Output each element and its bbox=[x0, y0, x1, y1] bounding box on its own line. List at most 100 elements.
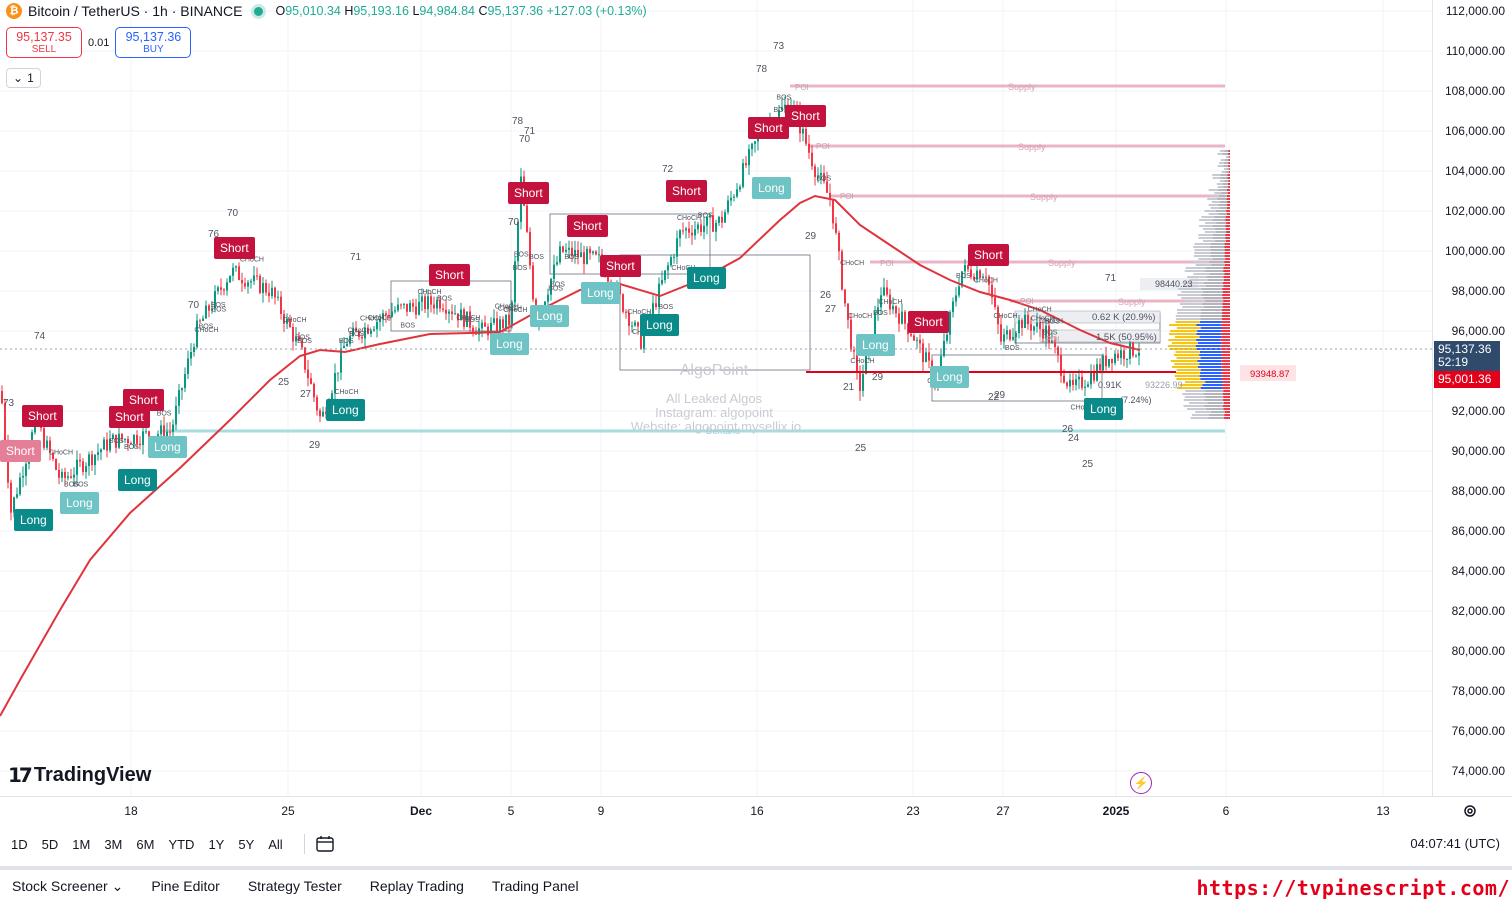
candle-body bbox=[46, 440, 48, 448]
time-tick: 6 bbox=[1222, 804, 1230, 818]
vp-bar bbox=[1221, 318, 1230, 320]
swing-number: 78 bbox=[756, 64, 768, 75]
candle-body bbox=[580, 252, 582, 258]
calendar-icon[interactable] bbox=[315, 835, 335, 853]
candle-body bbox=[1036, 322, 1038, 327]
stock-screener-button[interactable]: Stock Screener ⌄ bbox=[12, 877, 124, 894]
vp-bar bbox=[1225, 171, 1229, 173]
site-link[interactable]: https://tvpinescript.com/ bbox=[1196, 876, 1510, 900]
candle-body bbox=[424, 296, 426, 310]
vp-bar bbox=[1184, 270, 1206, 272]
candle-body bbox=[247, 282, 249, 287]
vp-bar bbox=[1171, 342, 1199, 344]
vp-bar bbox=[1224, 249, 1230, 251]
candle-body bbox=[622, 294, 624, 312]
candle-body bbox=[1075, 379, 1077, 385]
structure-label: BOS bbox=[199, 323, 214, 330]
vp-bar bbox=[1221, 171, 1226, 173]
candle-body bbox=[778, 110, 780, 121]
vp-bar bbox=[1177, 294, 1202, 296]
candle-body bbox=[529, 231, 531, 266]
range-button-1m[interactable]: 1M bbox=[72, 836, 91, 852]
bitcoin-icon: ₿ bbox=[6, 3, 22, 19]
vp-bar bbox=[1223, 381, 1230, 383]
swing-number: 71 bbox=[350, 252, 362, 263]
candle-body bbox=[982, 276, 984, 279]
structure-label: BOS bbox=[339, 338, 354, 345]
candle-body bbox=[919, 339, 921, 344]
candle-body bbox=[514, 261, 516, 303]
candle-body bbox=[820, 173, 822, 176]
settings-gear-icon[interactable] bbox=[1462, 803, 1478, 819]
indicators-toggle-button[interactable]: ⌄ 1 bbox=[6, 68, 41, 88]
vp-bar bbox=[1208, 189, 1219, 191]
supply-label: Supply bbox=[1018, 142, 1046, 152]
symbol-legend[interactable]: ₿ Bitcoin / TetherUS · 1h · BINANCE O95,… bbox=[6, 3, 647, 19]
price-axis[interactable]: 112,000.00 110,000.00 108,000.00 106,000.00… bbox=[1432, 0, 1512, 796]
lightning-icon[interactable]: ⚡ bbox=[1130, 772, 1152, 794]
sell-button[interactable]: 95,137.35 SELL bbox=[6, 27, 82, 58]
pine-editor-button[interactable]: Pine Editor bbox=[151, 878, 220, 894]
candle-body bbox=[226, 282, 228, 291]
range-button-all[interactable]: All bbox=[268, 836, 283, 852]
time-axis[interactable]: 18 25 Dec 5 9 16 23 27 2025 6 13 bbox=[0, 796, 1512, 825]
vp-bar bbox=[1203, 282, 1223, 284]
long-signal-label: Long bbox=[148, 436, 187, 458]
price-tick: 96,000.00 bbox=[1451, 324, 1505, 338]
candle-body bbox=[202, 318, 204, 321]
candle-body bbox=[727, 200, 729, 213]
candle-body bbox=[121, 433, 123, 440]
vp-bar bbox=[1215, 210, 1227, 212]
vp-bar bbox=[1198, 366, 1222, 368]
candle-body bbox=[1120, 350, 1122, 358]
candle-body bbox=[283, 313, 285, 324]
vp-bar bbox=[1209, 414, 1225, 416]
vp-bar bbox=[1222, 309, 1230, 311]
range-button-ytd[interactable]: YTD bbox=[168, 836, 195, 852]
chart-canvas[interactable]: Supply Supply Supply Supply Supply Demand POI P… bbox=[0, 0, 1432, 796]
poi-label: POI bbox=[1046, 335, 1060, 344]
tradingview-logo[interactable]: 𝟭𝟳 TradingView bbox=[8, 764, 152, 787]
candle-body bbox=[106, 439, 108, 451]
vp-bar bbox=[1225, 240, 1230, 242]
candle-body bbox=[4, 403, 6, 444]
vp-bar bbox=[1224, 180, 1229, 182]
candle-body bbox=[391, 311, 393, 317]
trading-panel-button[interactable]: Trading Panel bbox=[491, 878, 579, 894]
vp-bar bbox=[1187, 276, 1207, 278]
swing-number: 72 bbox=[662, 164, 674, 175]
utc-clock[interactable]: 04:07:41 (UTC) bbox=[1410, 836, 1500, 851]
vp-bar bbox=[1170, 330, 1198, 332]
range-button-5y[interactable]: 5Y bbox=[238, 836, 255, 852]
structure-label: CHoCH bbox=[627, 309, 651, 316]
vp-bar bbox=[1201, 294, 1223, 296]
range-button-3m[interactable]: 3M bbox=[104, 836, 123, 852]
buy-button[interactable]: 95,137.36 BUY bbox=[115, 27, 192, 58]
symbol-title[interactable]: Bitcoin / TetherUS · 1h · BINANCE bbox=[28, 3, 243, 19]
vp-bar bbox=[1226, 231, 1230, 233]
range-button-1d[interactable]: 1D bbox=[11, 836, 28, 852]
candle-body bbox=[643, 331, 645, 349]
vp-bar bbox=[1223, 405, 1230, 407]
range-button-6m[interactable]: 6M bbox=[136, 836, 155, 852]
vp-bar bbox=[1209, 195, 1219, 197]
candle-body bbox=[1033, 326, 1035, 331]
vp-bar bbox=[1193, 246, 1210, 248]
vp-bar bbox=[1205, 390, 1224, 392]
vp-bar bbox=[1228, 186, 1230, 188]
candle-body bbox=[307, 369, 309, 379]
vp-bar bbox=[1225, 225, 1230, 227]
vp-bar bbox=[1227, 174, 1230, 176]
range-button-5d[interactable]: 5D bbox=[41, 836, 59, 852]
range-button-1y[interactable]: 1Y bbox=[208, 836, 225, 852]
replay-trading-button[interactable]: Replay Trading bbox=[369, 878, 464, 894]
supply-label: Supply bbox=[1008, 82, 1036, 92]
vp-bar bbox=[1194, 243, 1211, 245]
vp-bar bbox=[1215, 228, 1226, 230]
strategy-tester-button[interactable]: Strategy Tester bbox=[247, 878, 342, 894]
vp-bar bbox=[1222, 303, 1230, 305]
candle-body bbox=[964, 265, 966, 272]
structure-label: BOS bbox=[297, 338, 312, 345]
chart-area[interactable]: Supply Supply Supply Supply Supply Demand POI P… bbox=[0, 0, 1432, 796]
candle-body bbox=[139, 443, 141, 446]
